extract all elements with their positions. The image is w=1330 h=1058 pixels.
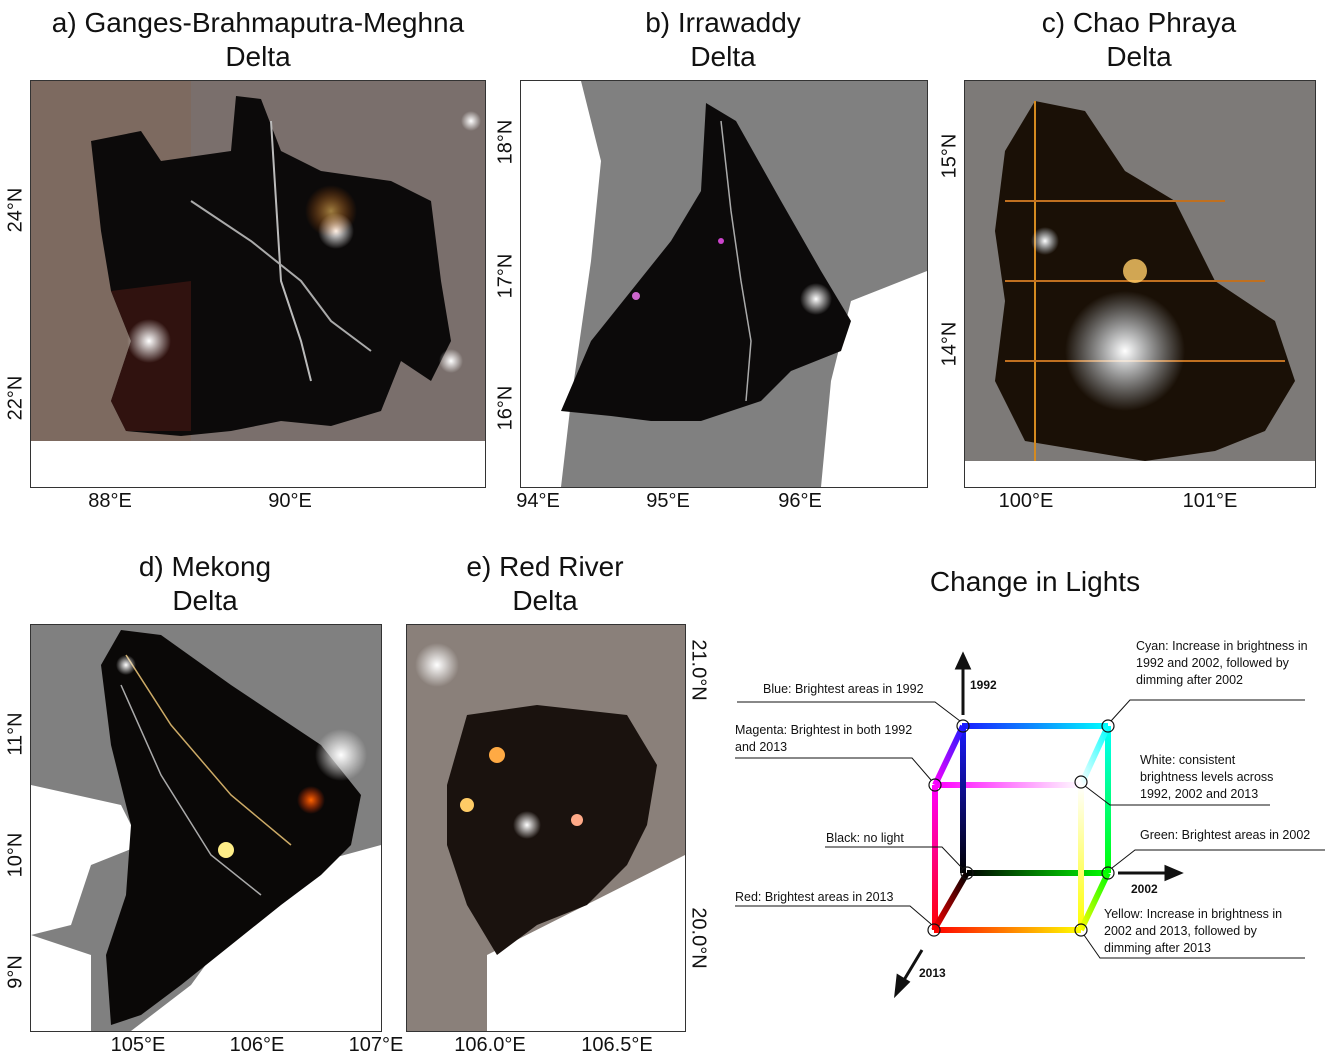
vertex-magenta <box>928 778 942 792</box>
y-tick-b-3: 16°N <box>494 385 517 431</box>
panel-c-title: c) Chao Phraya Delta <box>1041 7 1237 72</box>
x-tick-b-1: 94°E <box>516 490 560 512</box>
legend-label-yellow: Yellow: Increase in brightness in 2002 a… <box>1104 907 1283 955</box>
panel-a-title: a) Ganges-Brahmaputra-Meghna Delta <box>51 7 465 72</box>
x-tick-e-1: 106.0°E <box>454 1034 526 1056</box>
x-tick-b-3: 96°E <box>778 490 822 512</box>
cube-edge-magenta-white <box>936 782 1082 788</box>
legend-label-red: Red: Brightest areas in 2013 <box>735 890 894 904</box>
leader-blue <box>737 701 961 722</box>
x-tick-b-2: 95°E <box>646 490 690 512</box>
y-tick-d-3: 9°N <box>4 955 27 989</box>
vertex-green <box>1101 866 1115 880</box>
cube-edge-blue-black <box>960 726 966 873</box>
y-tick-b-1: 18°N <box>494 119 517 165</box>
legend-label-white: White: consistent brightness levels acro… <box>1140 753 1274 801</box>
x-tick-a-2: 90°E <box>268 490 312 512</box>
map-panel-ganges <box>30 80 486 488</box>
panel-d-title: d) Mekong Delta <box>138 551 272 616</box>
cube-edge-cyan-white <box>1078 724 1111 787</box>
legend-label-magenta: Magenta: Brightest in both 1992 and 2013 <box>735 723 913 754</box>
panel-b-title: b) Irrawaddy Delta <box>645 7 801 72</box>
x-tick-a-1: 88°E <box>88 490 132 512</box>
x-tick-c-1: 100°E <box>998 490 1054 512</box>
leader-black <box>825 846 964 870</box>
x-tick-c-2: 101°E <box>1182 490 1238 512</box>
map-panel-mekong <box>30 624 382 1032</box>
map-panel-chao-phraya <box>964 80 1316 488</box>
y-tick-c-2: 14°N <box>938 321 961 367</box>
cube-edge-black-red <box>931 871 970 932</box>
leader-green <box>1111 849 1325 869</box>
cube-edge-magenta-red <box>932 785 938 930</box>
legend-label-blue: Blue: Brightest areas in 1992 <box>763 682 924 696</box>
axis-label-1992: 1992 <box>970 678 997 692</box>
y-tick-d-2: 10°N <box>4 832 27 878</box>
y-tick-c-1: 15°N <box>938 133 961 179</box>
cube-edge-red-yellow <box>934 927 1081 933</box>
y-tick-b-2: 17°N <box>494 253 517 299</box>
leader-red <box>735 905 932 925</box>
vertex-cyan <box>1101 719 1115 733</box>
legend-label-cyan: Cyan: Increase in brightness in 1992 and… <box>1136 639 1308 687</box>
x-tick-d-1: 105°E <box>110 1034 166 1056</box>
cube-edge-black-green <box>967 870 1108 876</box>
panel-e-title: e) Red River Delta <box>466 551 624 616</box>
x-tick-d-2: 106°E <box>229 1034 285 1056</box>
leader-cyan <box>1110 699 1305 722</box>
x-tick-d-3: 107°E <box>348 1034 404 1056</box>
legend-title: Change in Lights <box>929 566 1141 597</box>
vertex-red <box>927 923 941 937</box>
cube-edge-blue-magenta <box>932 724 966 787</box>
axis-label-2013: 2013 <box>919 966 946 980</box>
legend-label-green: Green: Brightest areas in 2002 <box>1140 828 1311 842</box>
y-tick-a-1: 24°N <box>4 187 27 233</box>
axis-label-2002: 2002 <box>1131 882 1158 896</box>
map-panel-irrawaddy <box>520 80 928 488</box>
vertex-black <box>960 866 974 880</box>
y-tick-a-2: 22°N <box>4 375 27 421</box>
vertex-white <box>1074 775 1088 789</box>
x-tick-e-2: 106.5°E <box>581 1034 653 1056</box>
cube-edge-cyan-green <box>1105 726 1111 873</box>
legend-label-black: Black: no light <box>826 831 904 845</box>
vertex-blue <box>956 719 970 733</box>
y-tick-e-1: 21.0°N <box>687 639 710 701</box>
map-panel-red-river <box>406 624 686 1032</box>
cube-edge-blue-cyan <box>962 723 1108 729</box>
y-tick-e-2: 20.0°N <box>687 907 710 969</box>
y-tick-d-1: 11°N <box>4 712 27 756</box>
vertex-yellow <box>1074 923 1088 937</box>
leader-magenta <box>735 757 932 781</box>
cube-edge-white-yellow <box>1078 785 1084 930</box>
